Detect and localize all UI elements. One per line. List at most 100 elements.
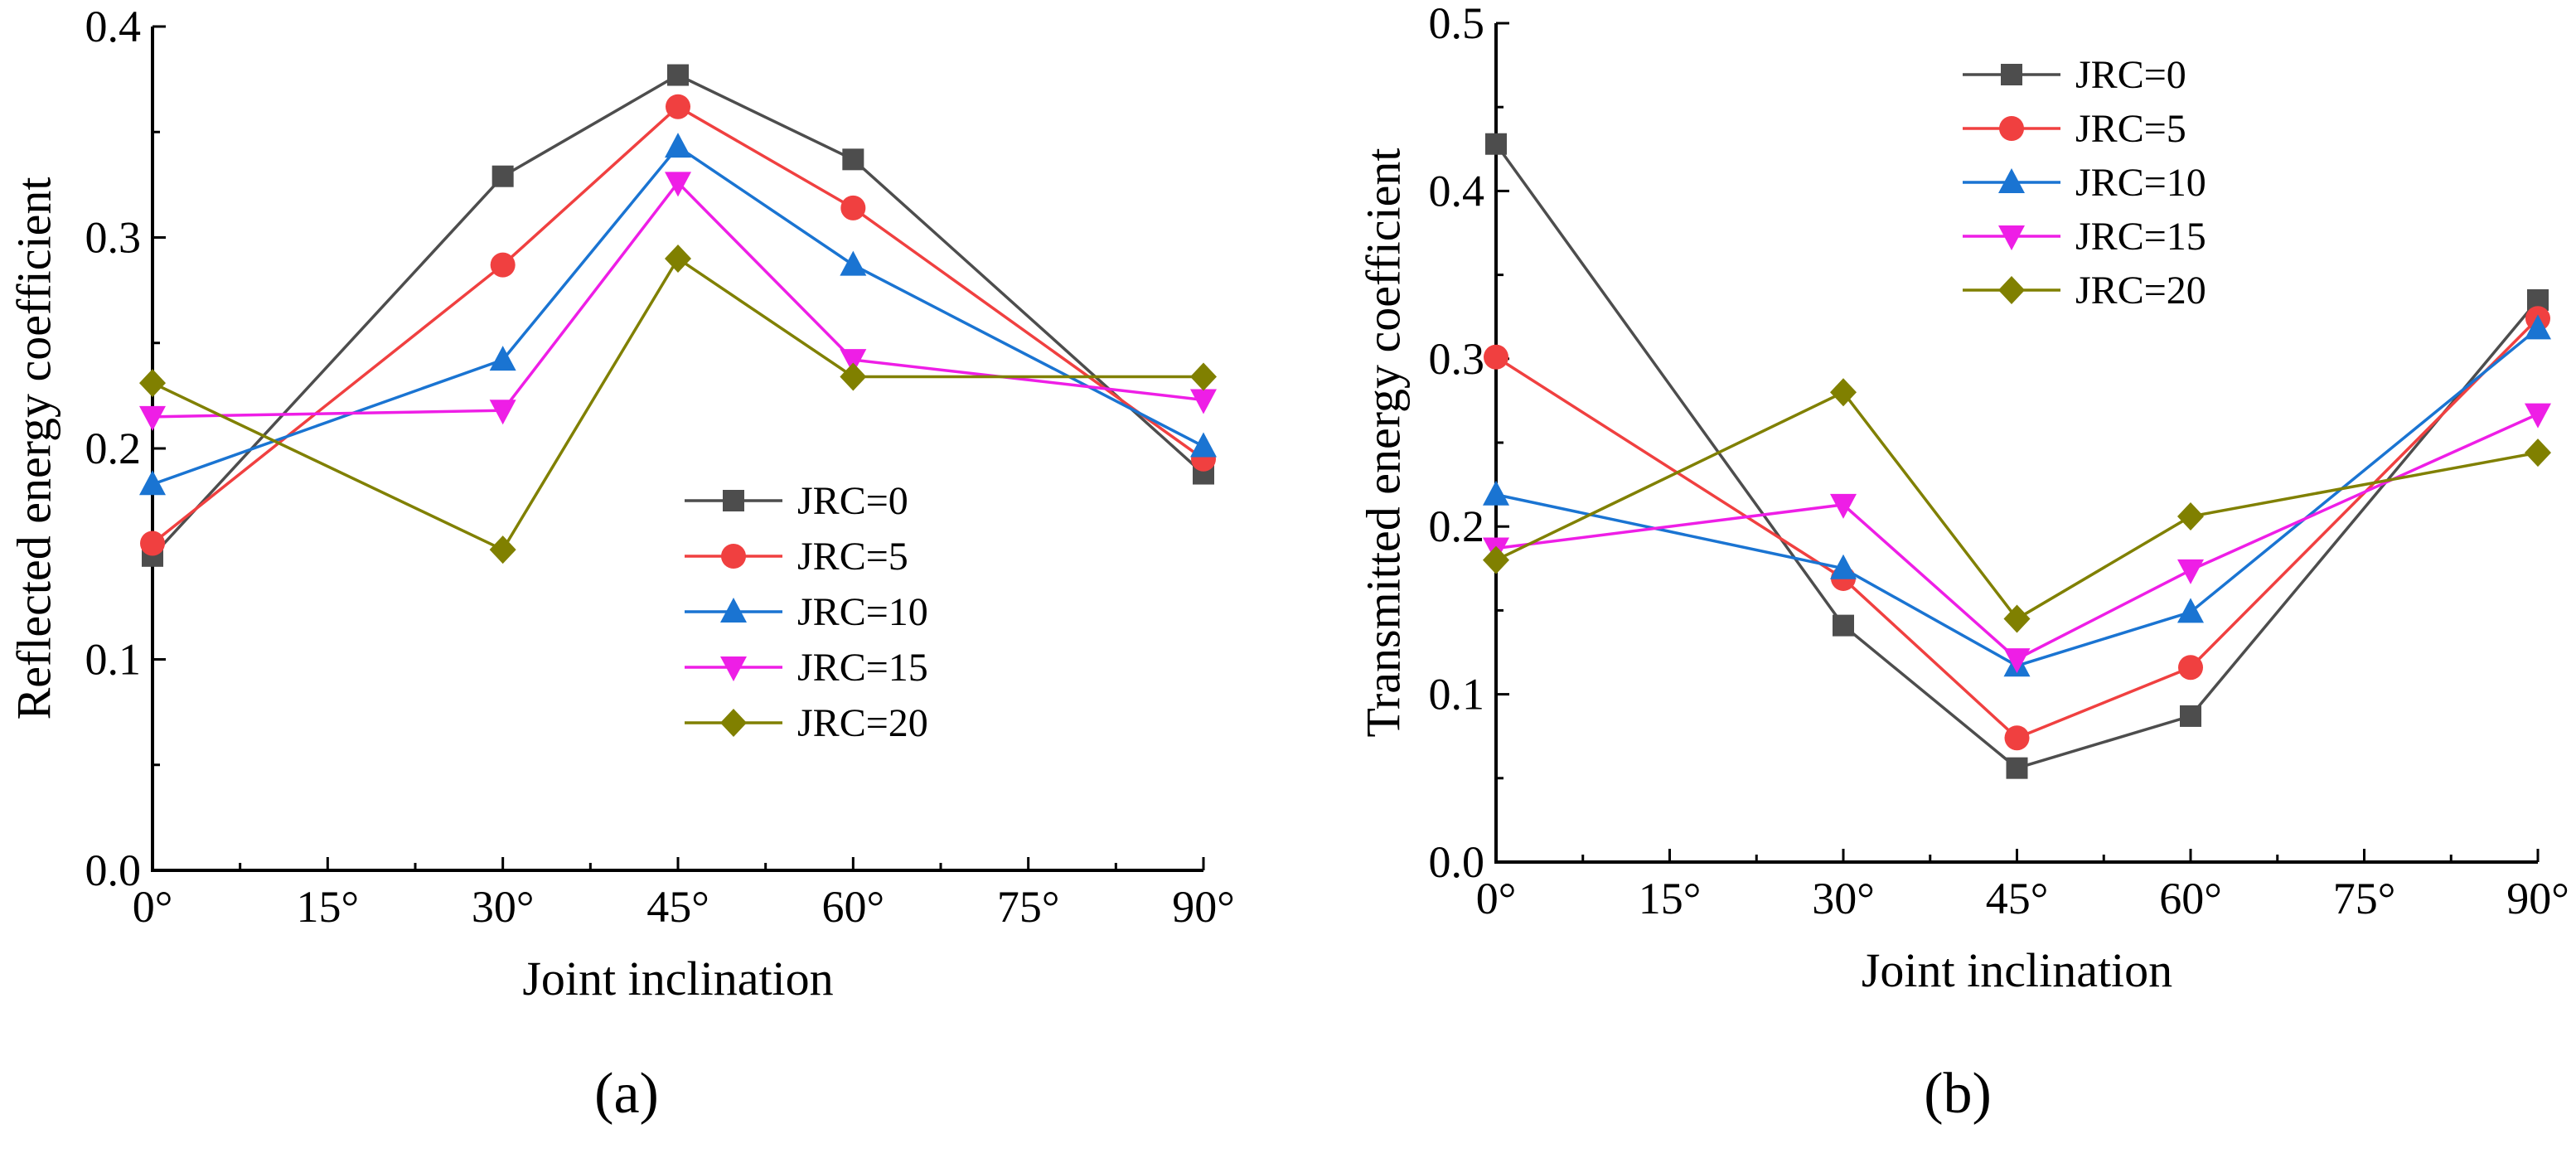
legend-marker <box>1998 276 2025 304</box>
x-tick-label: 45° <box>646 882 709 932</box>
data-point <box>840 349 867 375</box>
x-tick-label: 30° <box>472 882 535 932</box>
y-tick-label: 0.1 <box>1429 670 1485 719</box>
data-point <box>139 369 166 398</box>
data-point <box>2003 604 2031 633</box>
data-point <box>490 252 516 278</box>
data-point <box>2006 757 2028 779</box>
legend: JRC=0 JRC=5 JRC=10 JRC=15 JRC=20 <box>685 479 928 745</box>
series-line <box>152 144 1204 486</box>
legend-entry: JRC=5 <box>2075 107 2186 151</box>
data-point <box>2525 403 2551 429</box>
data-point <box>840 195 866 220</box>
data-point <box>667 64 689 86</box>
data-point <box>489 400 516 425</box>
legend-marker <box>723 490 744 511</box>
data-point <box>2180 705 2201 727</box>
x-tick-label: 90° <box>2506 874 2569 923</box>
x-tick-label: 60° <box>2159 874 2222 923</box>
data-point <box>1830 493 1857 519</box>
series-line <box>152 180 1204 419</box>
legend-marker <box>2001 64 2022 85</box>
series-1 <box>1484 306 2550 751</box>
series-4 <box>1483 378 2551 633</box>
legend: JRC=0 JRC=5 JRC=10 JRC=15 JRC=20 <box>1963 53 2206 312</box>
data-point <box>1830 378 1857 407</box>
legend-entry: JRC=0 <box>2075 53 2186 97</box>
x-tick-label: 75° <box>2333 874 2396 923</box>
data-point <box>666 94 690 119</box>
data-point <box>2525 438 2551 467</box>
y-tick-label: 0.2 <box>1429 501 1485 551</box>
legend-marker <box>720 598 747 623</box>
y-tick-label: 0.0 <box>85 845 142 895</box>
y-tick-label: 0.1 <box>85 635 142 685</box>
series-line <box>1495 390 2539 621</box>
x-tick-label: 0° <box>133 882 173 932</box>
data-point <box>840 362 867 391</box>
y-tick-label: 0.4 <box>1429 166 1485 216</box>
data-point <box>1483 480 1509 506</box>
data-point <box>489 346 516 371</box>
legend-entry: JRC=15 <box>2075 215 2206 259</box>
series-1 <box>140 94 1216 556</box>
x-tick-label: 15° <box>1639 874 1702 923</box>
y-tick-label: 0.3 <box>85 213 142 263</box>
y-axis-label: Transmitted energy coefficient <box>1356 148 1410 738</box>
y-tick-label: 0.2 <box>85 424 142 473</box>
y-tick-label: 0.3 <box>1429 334 1485 384</box>
data-point <box>1190 432 1217 458</box>
panel-label: (b) <box>1924 1062 1992 1126</box>
x-tick-label: 15° <box>297 882 360 932</box>
data-point <box>1833 614 1854 637</box>
legend-marker <box>1999 116 2024 141</box>
data-point <box>2178 655 2203 681</box>
series-line <box>152 256 1203 552</box>
y-tick-label: 0.4 <box>85 2 142 51</box>
data-point <box>491 165 514 187</box>
y-tick-label: 0.0 <box>1429 837 1485 887</box>
data-point <box>489 535 516 564</box>
data-point <box>1190 389 1217 414</box>
legend-entry: JRC=10 <box>797 590 928 634</box>
series-2 <box>139 133 1217 496</box>
data-point <box>139 470 166 496</box>
x-tick-label: 30° <box>1812 874 1875 923</box>
legend-entry: JRC=5 <box>797 535 908 579</box>
data-point <box>665 133 691 158</box>
data-point <box>665 244 691 273</box>
x-axis-label: Joint inclination <box>522 952 833 1005</box>
data-point <box>2004 725 2030 751</box>
data-point <box>1484 344 1508 370</box>
data-point <box>1830 554 1857 579</box>
data-point <box>2177 559 2204 584</box>
data-point <box>2177 502 2204 531</box>
legend-marker <box>721 544 746 569</box>
data-point <box>2525 314 2551 340</box>
series-4 <box>139 244 1217 564</box>
legend-marker <box>720 709 747 737</box>
data-point <box>2177 598 2204 623</box>
data-point <box>842 148 864 171</box>
legend-entry: JRC=15 <box>797 646 928 690</box>
chart-panel-b: 0.0 0.1 0.2 0.3 0.4 0.5 0° 15° 30° 45° 60° 75° 90° Jo… <box>1356 0 2569 1126</box>
legend-entry: JRC=20 <box>797 701 928 745</box>
chart-panel-a: 0.0 0.1 0.2 0.3 0.4 0° 15° 30° 45° 60° 75° 90° Joint… <box>7 2 1235 1126</box>
data-point <box>1190 362 1217 391</box>
x-tick-label: 0° <box>1476 874 1517 923</box>
x-tick-label: 90° <box>1172 882 1235 932</box>
y-tick-label: 0.5 <box>1429 0 1485 48</box>
data-point <box>1485 133 1507 155</box>
legend-entry: JRC=20 <box>2075 269 2206 312</box>
legend-entry: JRC=0 <box>797 479 908 523</box>
x-tick-label: 60° <box>822 882 885 932</box>
series-0 <box>1485 133 2549 779</box>
legend-marker <box>1998 168 2025 193</box>
data-point <box>139 405 166 431</box>
data-point <box>2003 648 2031 674</box>
series-3 <box>139 172 1217 431</box>
data-point <box>665 172 691 197</box>
x-tick-label: 45° <box>1986 874 2049 923</box>
legend-entry: JRC=10 <box>2075 161 2206 205</box>
